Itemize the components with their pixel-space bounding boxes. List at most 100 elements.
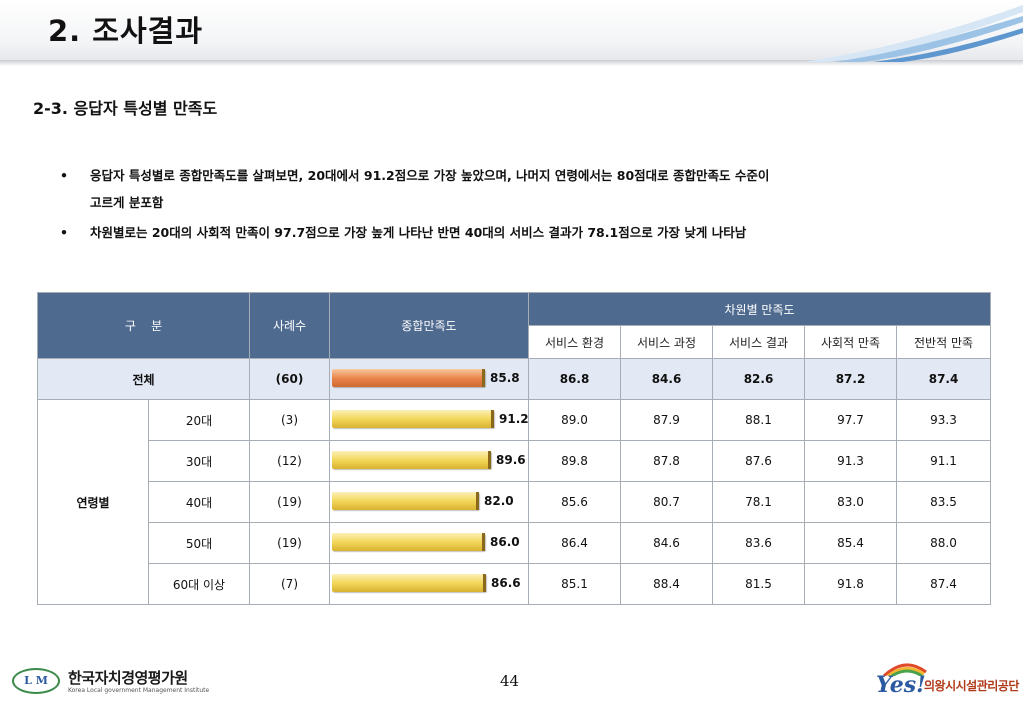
dimension-value: 97.7 [804, 399, 897, 441]
dimension-value: 87.8 [620, 440, 713, 482]
overall-bar-cell: 85.8 [329, 358, 529, 400]
bullet-item: • 차원별로는 20대의 사회적 만족이 97.7점으로 가장 높게 나타난 반… [60, 219, 940, 246]
dimension-value: 84.6 [620, 522, 713, 564]
overall-bar [332, 574, 486, 592]
header-overall: 종합만족도 [329, 292, 529, 359]
bullet-text-line: 고르게 분포함 [90, 195, 164, 210]
dimension-value: 81.5 [712, 563, 805, 605]
header-dimension: 서비스 환경 [528, 325, 621, 359]
header-divider [0, 60, 1023, 66]
footer-org-name-en: Korea Local government Management Instit… [68, 687, 210, 694]
group-label: 연령별 [37, 399, 149, 605]
row-label: 50대 [148, 522, 250, 564]
overall-value: 89.6 [496, 453, 526, 467]
dimension-value: 83.6 [712, 522, 805, 564]
row-label: 30대 [148, 440, 250, 482]
overall-value: 91.2 [499, 412, 529, 426]
dimension-value: 87.9 [620, 399, 713, 441]
header-band [0, 0, 1023, 62]
row-cases: (7) [249, 563, 330, 605]
page-title: 2. 조사결과 [48, 14, 204, 48]
dimension-value: 86.4 [528, 522, 621, 564]
dimension-value: 88.1 [712, 399, 805, 441]
overall-bar-cell: 89.6 [329, 440, 529, 482]
header-dimension: 서비스 결과 [712, 325, 805, 359]
table-row: 연령별 20대 (3) 91.2 89.0 87.9 88.1 97.7 93.… [37, 399, 992, 605]
dimension-value: 85.4 [804, 522, 897, 564]
dimension-value: 87.2 [804, 358, 897, 400]
bullet-text-line: 응답자 특성별로 종합만족도를 살펴보면, 20대에서 91.2점으로 가장 높… [90, 168, 770, 183]
footer-org-right: 의왕시시설관리공단 [924, 679, 1019, 693]
row-cases: (19) [249, 481, 330, 523]
dimension-value: 88.4 [620, 563, 713, 605]
overall-bar [332, 369, 485, 387]
overall-value: 86.0 [490, 535, 520, 549]
row-label: 60대 이상 [148, 563, 250, 605]
overall-bar-cell: 91.2 [329, 399, 529, 441]
footer-org-name-ko: 한국자치경영평가원 [68, 669, 188, 687]
row-label: 20대 [148, 399, 250, 441]
dimension-value: 89.0 [528, 399, 621, 441]
bullet-symbol: • [60, 225, 68, 240]
header-dimension: 전반적 만족 [895, 325, 992, 359]
bullet-symbol: • [60, 168, 68, 183]
dimension-value: 78.1 [712, 481, 805, 523]
section-title: 2-3. 응답자 특성별 만족도 [33, 99, 218, 118]
dimension-value: 88.0 [895, 522, 992, 564]
satisfaction-table: 구 분 사례수 종합만족도 차원별 만족도 서비스 환경 서비스 과정 서비스 … [37, 292, 992, 605]
overall-bar-end [491, 410, 494, 428]
row-cases: (19) [249, 522, 330, 564]
overall-bar [332, 451, 491, 469]
dimension-value: 83.0 [804, 481, 897, 523]
row-label: 전체 [37, 358, 250, 400]
overall-bar [332, 410, 494, 428]
dimension-value: 91.8 [804, 563, 897, 605]
table-row: 60대 이상 (7) 86.6 85.1 88.4 81.5 91.8 87.4 [38, 563, 992, 605]
dimension-value: 80.7 [620, 481, 713, 523]
overall-bar-end [483, 574, 486, 592]
overall-bar [332, 533, 485, 551]
overall-bar-end [488, 451, 491, 469]
page-number: 44 [500, 672, 520, 690]
dimension-value: 83.5 [895, 481, 992, 523]
overall-bar-cell: 86.6 [329, 563, 529, 605]
dimension-value: 87.4 [895, 358, 992, 400]
dimension-value: 87.6 [712, 440, 805, 482]
rainbow-arc-icon [882, 663, 927, 676]
header-dimension: 서비스 과정 [620, 325, 713, 359]
header-cases: 사례수 [249, 292, 330, 359]
overall-value: 85.8 [490, 371, 520, 385]
overall-value: 82.0 [484, 494, 514, 508]
dimension-value: 91.3 [804, 440, 897, 482]
overall-bar-end [482, 369, 485, 387]
dimension-value: 85.6 [528, 481, 621, 523]
bullet-text-line: 차원별로는 20대의 사회적 만족이 97.7점으로 가장 높게 나타난 반면 … [90, 225, 747, 240]
overall-bar-cell: 86.0 [329, 522, 529, 564]
yes-logo-mark: Yes! [876, 672, 926, 698]
header-dimension-group: 차원별 만족도 [527, 292, 992, 326]
dimension-value: 86.8 [528, 358, 621, 400]
dimension-value: 87.4 [895, 563, 992, 605]
dimension-value: 91.1 [895, 440, 992, 482]
dimension-value: 82.6 [712, 358, 805, 400]
table-row: 50대 (19) 86.0 86.4 84.6 83.6 85.4 88.0 [38, 522, 992, 564]
dimension-value: 84.6 [620, 358, 713, 400]
row-label: 40대 [148, 481, 250, 523]
lm-logo-icon: L M [12, 667, 60, 694]
footer-org-left: 한국자치경영평가원 Korea Local government Managem… [68, 667, 209, 694]
overall-bar [332, 492, 479, 510]
overall-bar-end [476, 492, 479, 510]
bullet-item: • 응답자 특성별로 종합만족도를 살펴보면, 20대에서 91.2점으로 가장… [60, 162, 940, 216]
dimension-value: 89.8 [528, 440, 621, 482]
row-cases: (60) [249, 358, 330, 400]
overall-bar-end [482, 533, 485, 551]
row-cases: (3) [249, 399, 330, 441]
dimension-value: 85.1 [528, 563, 621, 605]
overall-value: 86.6 [491, 576, 521, 590]
bullet-list: • 응답자 특성별로 종합만족도를 살펴보면, 20대에서 91.2점으로 가장… [60, 162, 940, 249]
header-dimension: 사회적 만족 [804, 325, 897, 359]
table-row-total: 전체 (60) 85.8 86.8 84.6 82.6 87.2 87.4 [37, 358, 992, 400]
table-row: 30대 (12) 89.6 89.8 87.8 87.6 91.3 91.1 [38, 440, 992, 482]
footer-logo-left: L M 한국자치경영평가원 Korea Local government Man… [12, 667, 209, 694]
row-cases: (12) [249, 440, 330, 482]
